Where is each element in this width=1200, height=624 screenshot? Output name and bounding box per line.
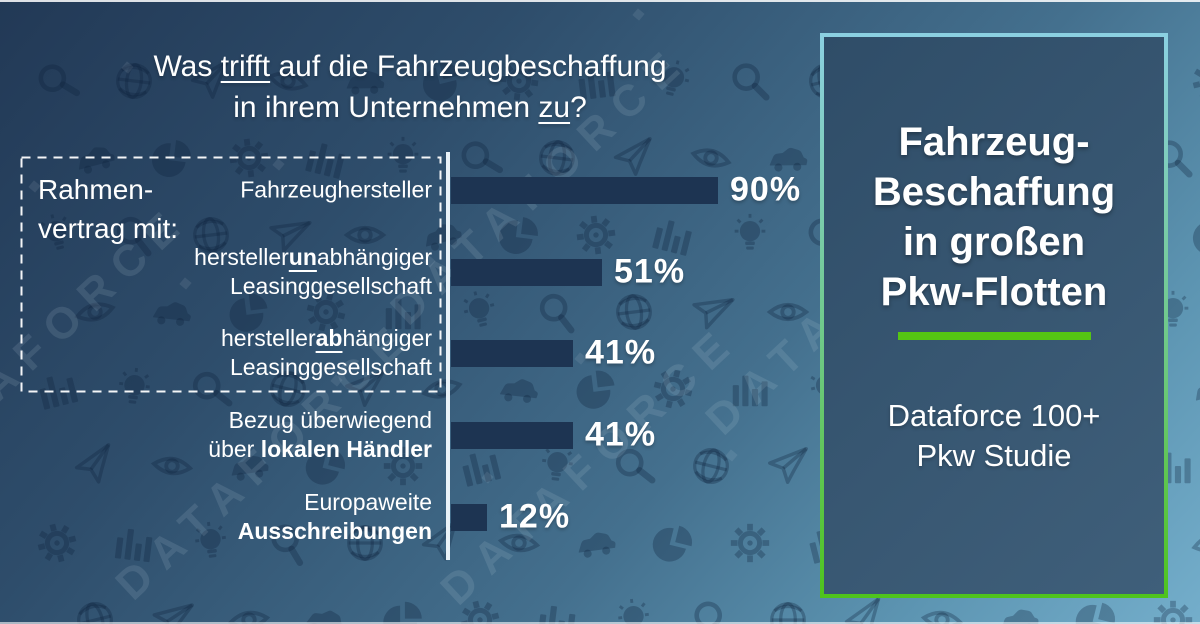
text-segment: Leasinggesellschaft [229, 354, 432, 380]
bar-chart-icon [652, 217, 694, 257]
eye-icon [689, 144, 733, 172]
magnifier-icon [461, 139, 499, 177]
bar-value-label: 12% [499, 497, 571, 536]
text-segment: Bezug überwiegend [228, 407, 432, 433]
top-border-line [0, 0, 1200, 2]
question-title-line: in ihrem Unternehmen zu? [30, 87, 790, 128]
bottom-border-line [0, 622, 1200, 624]
car-icon [1191, 374, 1200, 407]
light-bulb-icon [733, 212, 767, 252]
eye-icon [1190, 529, 1200, 557]
text-segment: Ausschreibungen [237, 518, 432, 544]
pie-chart-icon [383, 601, 422, 624]
globe-icon [614, 292, 654, 332]
panel-title: Fahrzeug- Beschaffung in großen Pkw-Flot… [824, 117, 1164, 317]
panel-title-line: Fahrzeug- [898, 120, 1090, 164]
panel-title-line: in großen [902, 220, 1086, 264]
bar-category-label: herstellerabhängiger Leasinggesellschaft [221, 324, 432, 382]
panel-title-line: Beschaffung [872, 170, 1116, 214]
light-bulb-icon [458, 286, 500, 332]
chart-question-title: Was trifft auf die Fahrzeugbeschaffung in… [30, 46, 790, 128]
text-segment: abhängiger [316, 244, 432, 270]
text-segment: hängiger [342, 325, 432, 351]
bar [451, 259, 602, 286]
bar-chart-icon [460, 448, 502, 487]
gear-icon [575, 214, 618, 257]
text-segment: ab [315, 325, 343, 351]
car-icon [499, 376, 540, 405]
group-label-line: vertrag mit: [38, 213, 179, 244]
side-panel: Fahrzeug- Beschaffung in großen Pkw-Flot… [820, 33, 1168, 598]
globe-icon [689, 444, 733, 488]
paper-plane-icon [71, 443, 119, 488]
text-segment: un [288, 244, 317, 270]
bar-category-label: Bezug überwiegend über lokalen Händler [208, 406, 432, 464]
eye-icon [151, 454, 193, 478]
bar-category-label: herstellerunabhängiger Leasinggesellschaf… [194, 243, 432, 301]
panel-subtitle-line: Pkw Studie [916, 438, 1072, 473]
text-segment: auf die Fahrzeugbeschaffung [270, 50, 667, 83]
bar [451, 340, 573, 367]
bar [451, 504, 487, 531]
light-bulb-icon [614, 595, 653, 624]
text-segment: ? [570, 91, 587, 124]
text-segment: Europaweite [304, 489, 432, 515]
pie-chart-icon [574, 368, 618, 411]
paper-plane-icon [768, 447, 808, 485]
bar-value-label: 90% [730, 170, 802, 209]
panel-title-line: Pkw-Flotten [880, 270, 1108, 314]
bar [451, 177, 718, 204]
group-label: Rahmen- vertrag mit: [38, 170, 178, 248]
panel-subtitle: Dataforce 100+ Pkw Studie [824, 396, 1164, 476]
bar-category-label: Fahrzeughersteller [240, 176, 432, 205]
gear-icon [34, 520, 80, 566]
text-segment: in ihrem Unternehmen [233, 91, 539, 124]
gear-icon [1189, 58, 1200, 104]
gear-icon [731, 524, 769, 562]
pie-chart-icon [1188, 212, 1200, 259]
car-icon [576, 530, 617, 559]
bar-value-label: 51% [614, 252, 686, 291]
bar-value-label: 41% [585, 415, 657, 454]
bar-value-label: 41% [585, 333, 657, 372]
text-segment: hersteller [194, 244, 289, 270]
text-segment: hersteller [221, 325, 316, 351]
text-segment: Leasinggesellschaft [229, 273, 432, 299]
magnifier-icon [692, 601, 730, 624]
chart-axis-line [446, 152, 450, 560]
magnifier-icon [540, 295, 575, 330]
square-deco-icon [481, 471, 494, 484]
question-title-line: Was trifft auf die Fahrzeugbeschaffung [30, 46, 790, 87]
green-accent-underline [897, 332, 1091, 340]
text-segment: Fahrzeughersteller [240, 176, 432, 203]
pie-chart-icon [649, 520, 696, 567]
bar [451, 422, 573, 449]
paper-plane-icon [841, 597, 889, 624]
gear-icon [1154, 601, 1192, 624]
globe-icon [73, 598, 117, 624]
text-segment: Was [153, 50, 221, 83]
group-frame-dashed-box [20, 156, 442, 393]
globe-icon [770, 602, 806, 624]
text-segment: lokalen Händler [260, 436, 432, 462]
panel-subtitle-line: Dataforce 100+ [887, 398, 1101, 433]
text-segment: trifft [220, 50, 271, 83]
text-segment: zu [538, 91, 571, 124]
car-icon [769, 147, 808, 172]
bar-category-label: Europaweite Ausschreibungen [238, 488, 432, 546]
paper-plane-icon [150, 598, 194, 624]
group-label-line: Rahmen- [38, 174, 154, 205]
text-segment: über [208, 436, 261, 462]
square-deco-icon [632, 8, 645, 21]
pie-chart-icon [1072, 597, 1119, 624]
